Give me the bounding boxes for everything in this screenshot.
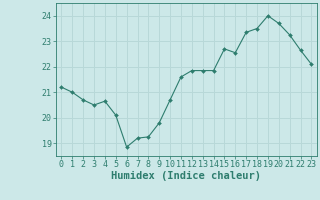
X-axis label: Humidex (Indice chaleur): Humidex (Indice chaleur) [111, 171, 261, 181]
